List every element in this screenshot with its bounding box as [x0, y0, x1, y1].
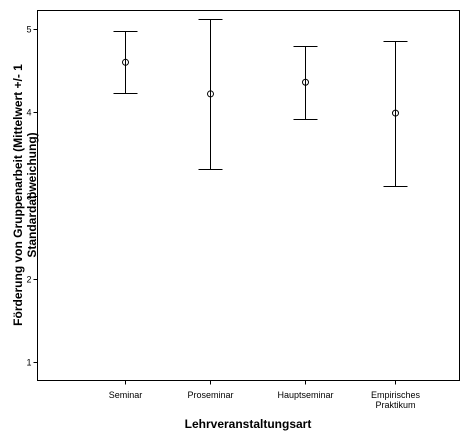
y-tick-label: 3: [26, 192, 31, 202]
x-tick-label: Seminar: [109, 390, 143, 400]
mean-marker: [392, 109, 399, 117]
mean-marker: [207, 90, 214, 98]
x-tick-label: Praktikum: [375, 400, 415, 410]
y-axis: 1 2 3 4 5: [26, 25, 38, 368]
x-axis: Seminar Proseminar Hauptseminar Empirisches…: [109, 380, 421, 410]
y-tick-label: 1: [26, 358, 31, 368]
plot-frame: [37, 10, 460, 381]
y-tick-label: 2: [26, 275, 31, 285]
y-tick-label: 4: [26, 108, 31, 118]
y-axis-title-line: Standardabweichung): [25, 132, 39, 257]
mean-marker: [302, 78, 309, 86]
x-tick-label: Empirisches: [371, 390, 421, 400]
mean-marker: [122, 58, 129, 66]
y-axis-title-line: Förderung von Gruppenarbeit (Mittelwert …: [11, 64, 25, 326]
error-bars: [113, 19, 408, 187]
x-tick-label: Proseminar: [187, 390, 233, 400]
x-axis-title: Lehrveranstaltungsart: [185, 417, 312, 431]
y-axis-title: Förderung von Gruppenarbeit (Mittelwert …: [11, 64, 39, 326]
x-tick-label: Hauptseminar: [277, 390, 333, 400]
y-tick-label: 5: [26, 25, 31, 35]
